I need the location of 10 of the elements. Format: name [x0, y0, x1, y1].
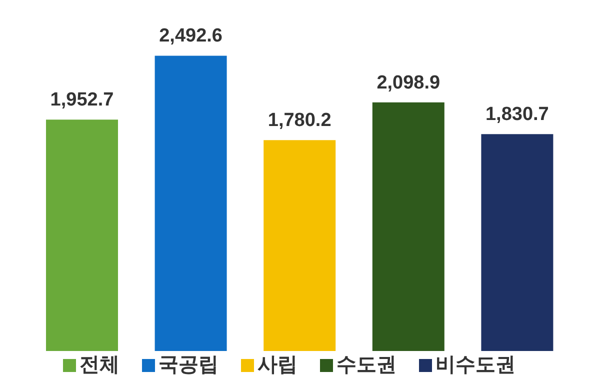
- data-label: 1,830.7: [485, 104, 549, 126]
- legend-label: 전체: [80, 352, 120, 376]
- legend-label: 국공립: [158, 352, 218, 376]
- legend-label: 수도권: [336, 352, 396, 376]
- data-label: 1,780.2: [268, 110, 332, 132]
- legend-label: 비수도권: [436, 352, 516, 376]
- data-label: 1,952.7: [50, 90, 114, 111]
- data-label: 2,492.6: [159, 26, 223, 47]
- legend-label: 사립: [258, 352, 298, 376]
- data-label: 2,098.9: [376, 72, 440, 94]
